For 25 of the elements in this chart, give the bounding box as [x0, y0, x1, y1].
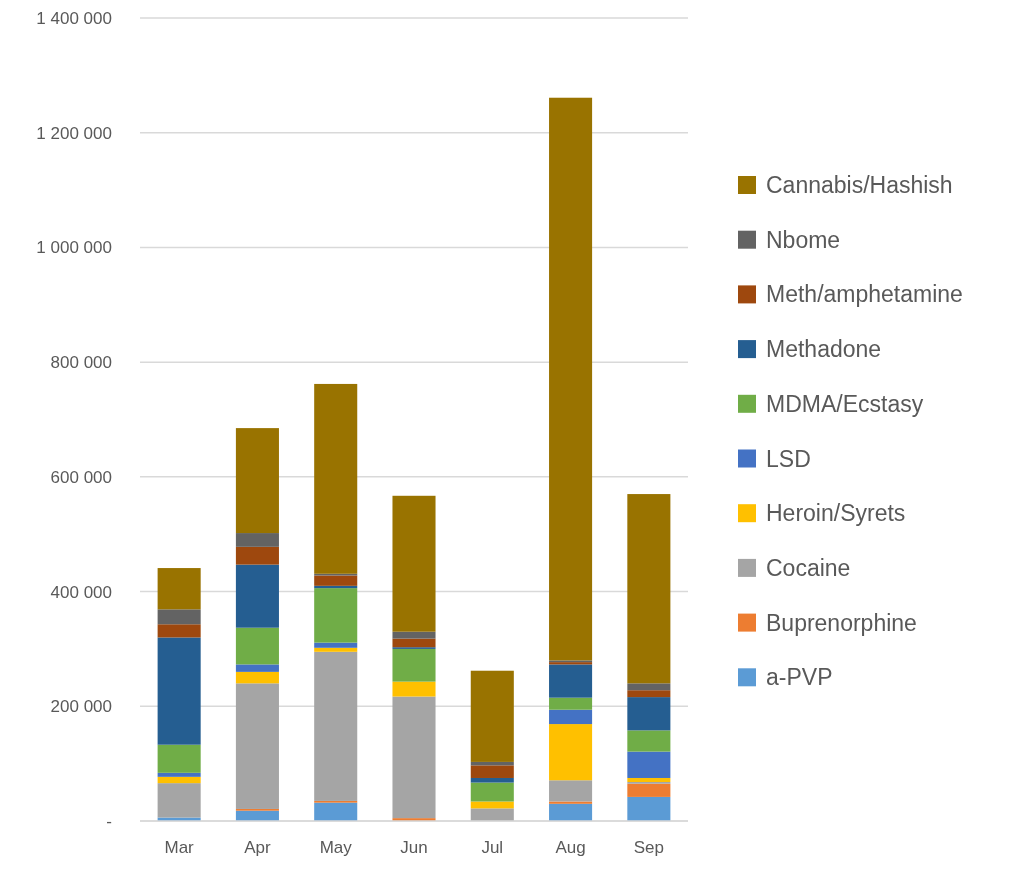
legend-label: Heroin/Syrets	[766, 500, 906, 527]
y-tick-label: 600 000	[50, 467, 112, 487]
legend-label: MDMA/Ecstasy	[766, 390, 924, 417]
y-tick-label: 1 200 000	[36, 123, 112, 143]
y-tick-label: -	[106, 811, 112, 831]
legend-label: LSD	[766, 445, 811, 472]
x-tick-label: Jun	[400, 838, 428, 857]
legend-label: Methadone	[766, 336, 882, 363]
legend-label: Cocaine	[766, 554, 851, 581]
y-tick-label: 200 000	[50, 697, 112, 717]
y-tick-label: 800 000	[50, 353, 112, 373]
y-tick-label: 1 400 000	[36, 8, 112, 28]
x-tick-label: May	[319, 838, 353, 857]
x-tick-label: Apr	[244, 838, 271, 857]
y-tick-label: 400 000	[50, 582, 112, 602]
y-tick-label: 1 000 000	[36, 238, 112, 258]
legend-label: a-PVP	[766, 664, 833, 691]
legend-label: Buprenorphine	[766, 609, 917, 636]
x-tick-label: Aug	[555, 838, 586, 857]
x-tick-label: Mar	[164, 838, 195, 857]
legend-label: Cannabis/Hashish	[766, 172, 953, 199]
legend-label: Meth/amphetamine	[766, 281, 963, 308]
legend-label: Nbome	[766, 226, 841, 253]
x-tick-label: Jul	[481, 838, 504, 857]
x-tick-label: Sep	[633, 838, 664, 857]
